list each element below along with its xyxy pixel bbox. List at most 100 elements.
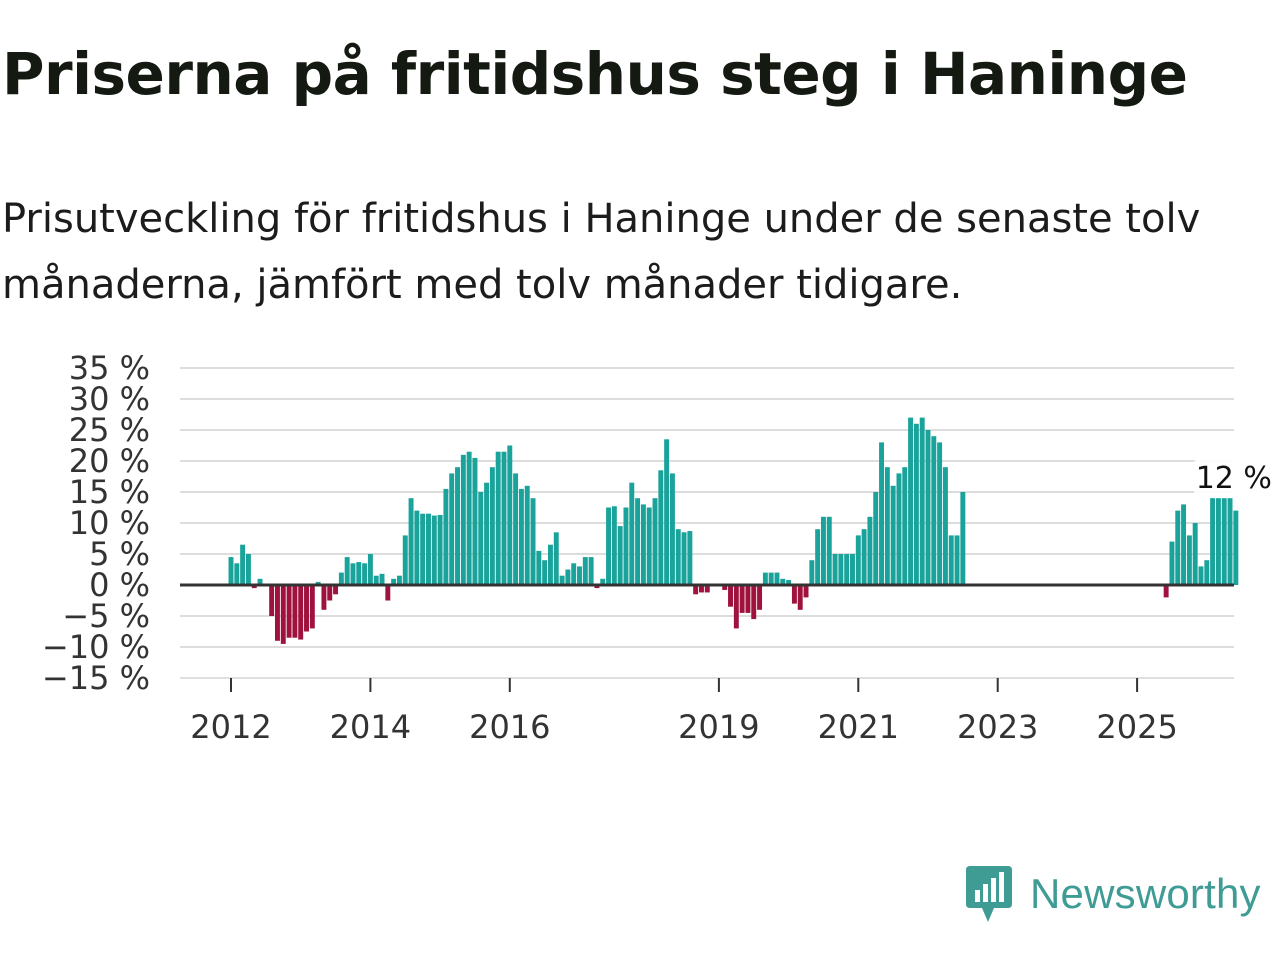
bar bbox=[850, 554, 855, 585]
bar bbox=[524, 485, 530, 585]
y-tick-label: 0 % bbox=[89, 566, 150, 604]
bar bbox=[803, 585, 809, 598]
bar bbox=[518, 488, 524, 585]
bar bbox=[542, 560, 548, 585]
bar bbox=[333, 585, 339, 595]
bar bbox=[327, 585, 333, 601]
y-tick-label: 20 % bbox=[69, 442, 150, 480]
y-tick-label: −5 % bbox=[62, 597, 150, 635]
end-value-label: 12 % bbox=[1196, 461, 1272, 496]
bar bbox=[1181, 504, 1187, 585]
bar bbox=[1163, 585, 1169, 598]
bar bbox=[565, 569, 571, 585]
brand-name: Newsworthy bbox=[1030, 870, 1261, 917]
bar bbox=[751, 585, 757, 620]
bar bbox=[408, 498, 414, 585]
bar bbox=[919, 417, 925, 585]
bar bbox=[791, 585, 797, 604]
bar bbox=[733, 585, 739, 629]
y-tick-label: 25 % bbox=[69, 411, 150, 449]
bar bbox=[245, 554, 251, 585]
bar bbox=[948, 535, 954, 585]
y-tick-label: 10 % bbox=[69, 504, 150, 542]
bar bbox=[571, 563, 577, 585]
bar bbox=[344, 557, 350, 585]
bar bbox=[1175, 510, 1181, 585]
newsworthy-brand: Newsworthy bbox=[964, 864, 1261, 924]
bar bbox=[838, 554, 844, 585]
bar bbox=[908, 417, 914, 585]
bar bbox=[780, 578, 786, 585]
bar bbox=[600, 578, 606, 585]
bar bbox=[489, 467, 495, 585]
bar bbox=[699, 585, 704, 593]
bar bbox=[298, 585, 304, 640]
bar bbox=[1233, 510, 1239, 585]
bar bbox=[414, 510, 420, 585]
x-tick-label: 2014 bbox=[330, 708, 411, 746]
bar-chart: 35 %30 %25 %20 %15 %10 %5 %0 %−5 %−10 %−… bbox=[42, 349, 1278, 746]
bar bbox=[559, 575, 565, 585]
bar bbox=[513, 473, 519, 585]
x-tick-label: 2019 bbox=[678, 708, 759, 746]
bar bbox=[635, 498, 641, 585]
x-tick-label: 2016 bbox=[469, 708, 550, 746]
bar bbox=[722, 585, 728, 590]
bar bbox=[815, 529, 821, 585]
bar bbox=[362, 563, 368, 585]
bar bbox=[629, 482, 635, 585]
bar bbox=[669, 473, 675, 585]
bar bbox=[913, 423, 919, 585]
bar bbox=[350, 563, 356, 585]
bar bbox=[437, 514, 443, 585]
bar bbox=[1198, 566, 1204, 585]
bar bbox=[385, 585, 391, 601]
bar bbox=[739, 585, 745, 613]
bar bbox=[402, 535, 408, 585]
bar bbox=[884, 467, 890, 585]
bar bbox=[757, 585, 763, 610]
bar bbox=[768, 572, 774, 585]
bar bbox=[844, 554, 850, 585]
bar bbox=[1221, 498, 1227, 585]
bar bbox=[809, 560, 815, 585]
bar bbox=[873, 492, 879, 585]
bar bbox=[396, 575, 402, 585]
bar bbox=[536, 550, 542, 585]
bar bbox=[420, 513, 426, 585]
bar bbox=[826, 516, 832, 585]
y-tick-label: 35 % bbox=[69, 349, 150, 387]
bar bbox=[379, 573, 385, 585]
bar bbox=[274, 585, 280, 641]
y-tick-label: 15 % bbox=[69, 473, 150, 511]
bar bbox=[530, 498, 536, 585]
bar bbox=[879, 442, 885, 585]
bar bbox=[1192, 523, 1198, 585]
bar bbox=[681, 532, 687, 585]
x-tick-label: 2021 bbox=[818, 708, 899, 746]
bar bbox=[902, 467, 908, 585]
y-tick-label: −15 % bbox=[42, 659, 150, 697]
bar bbox=[367, 554, 373, 585]
bar bbox=[890, 485, 896, 585]
bar bbox=[321, 585, 327, 610]
y-tick-label: −10 % bbox=[42, 628, 150, 666]
bar bbox=[466, 451, 472, 585]
bar bbox=[1169, 541, 1175, 585]
bar bbox=[577, 566, 582, 585]
bar bbox=[582, 557, 588, 585]
bar bbox=[774, 572, 780, 585]
bar bbox=[1204, 560, 1210, 585]
bar bbox=[455, 467, 460, 585]
bar bbox=[426, 513, 431, 585]
bar bbox=[594, 585, 600, 589]
chart-title: Priserna på fritidshus steg i Haninge bbox=[2, 40, 1188, 108]
bar bbox=[640, 504, 646, 585]
bar bbox=[931, 436, 937, 585]
bar bbox=[832, 554, 838, 585]
bar bbox=[652, 498, 658, 585]
x-tick-label: 2023 bbox=[957, 708, 1038, 746]
bar bbox=[797, 585, 803, 610]
bar bbox=[623, 507, 629, 585]
bar bbox=[553, 532, 559, 585]
